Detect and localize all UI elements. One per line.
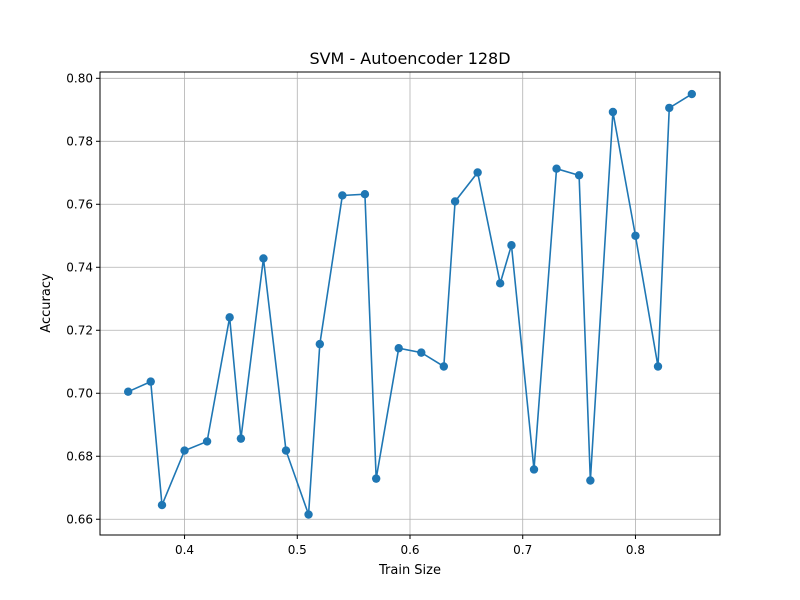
data-point: [608, 107, 618, 117]
data-point: [653, 362, 663, 371]
data-point: [450, 197, 460, 206]
y-tick-label: 0.66: [66, 512, 93, 526]
y-tick-label: 0.72: [66, 323, 93, 337]
series-line: [127, 93, 693, 515]
data-point: [507, 241, 516, 250]
data-point: [439, 362, 449, 371]
x-tick-label: 0.4: [175, 543, 194, 557]
data-point: [281, 446, 291, 455]
x-tick-label: 0.7: [513, 543, 532, 557]
y-tick-label: 0.70: [66, 386, 93, 400]
data-point: [338, 191, 347, 200]
data-point: [123, 387, 133, 396]
y-tick-label: 0.68: [66, 449, 93, 463]
x-tick-label: 0.8: [626, 543, 645, 557]
data-point: [529, 465, 539, 474]
data-point: [315, 339, 325, 349]
data-point: [574, 171, 584, 180]
data-point: [259, 254, 268, 263]
data-point: [687, 89, 697, 99]
data-point: [202, 437, 212, 446]
data-point: [473, 168, 482, 177]
tick-layer: 0.4 0.5 0.6 0.7 0.8 0.66 0.68 0.70 0.72 0.74 0.76 0…: [66, 71, 645, 557]
data-point: [157, 500, 167, 510]
x-axis-label: Train Size: [378, 563, 441, 578]
y-tick-label: 0.80: [66, 71, 93, 85]
data-point: [304, 510, 313, 519]
data-point: [394, 344, 403, 353]
data-point: [665, 103, 674, 113]
data-point: [180, 446, 189, 455]
data-point: [586, 476, 595, 485]
x-tick-label: 0.5: [288, 543, 307, 557]
x-tick-label: 0.6: [400, 543, 419, 557]
data-point: [552, 164, 561, 173]
y-tick-label: 0.78: [66, 134, 93, 148]
data-point: [225, 313, 234, 322]
y-axis-label: Accuracy: [39, 273, 54, 333]
grid-layer: [100, 72, 720, 535]
data-point: [146, 377, 155, 386]
y-tick-label: 0.76: [66, 197, 93, 211]
chart-title: SVM - Autoencoder 128D: [309, 49, 510, 68]
data-point: [371, 474, 381, 483]
data-point: [417, 348, 426, 357]
y-tick-label: 0.74: [66, 260, 93, 274]
series-layer: [123, 89, 697, 519]
data-point: [495, 279, 505, 288]
data-point: [360, 190, 370, 199]
data-point: [631, 231, 640, 240]
data-point: [236, 434, 246, 443]
